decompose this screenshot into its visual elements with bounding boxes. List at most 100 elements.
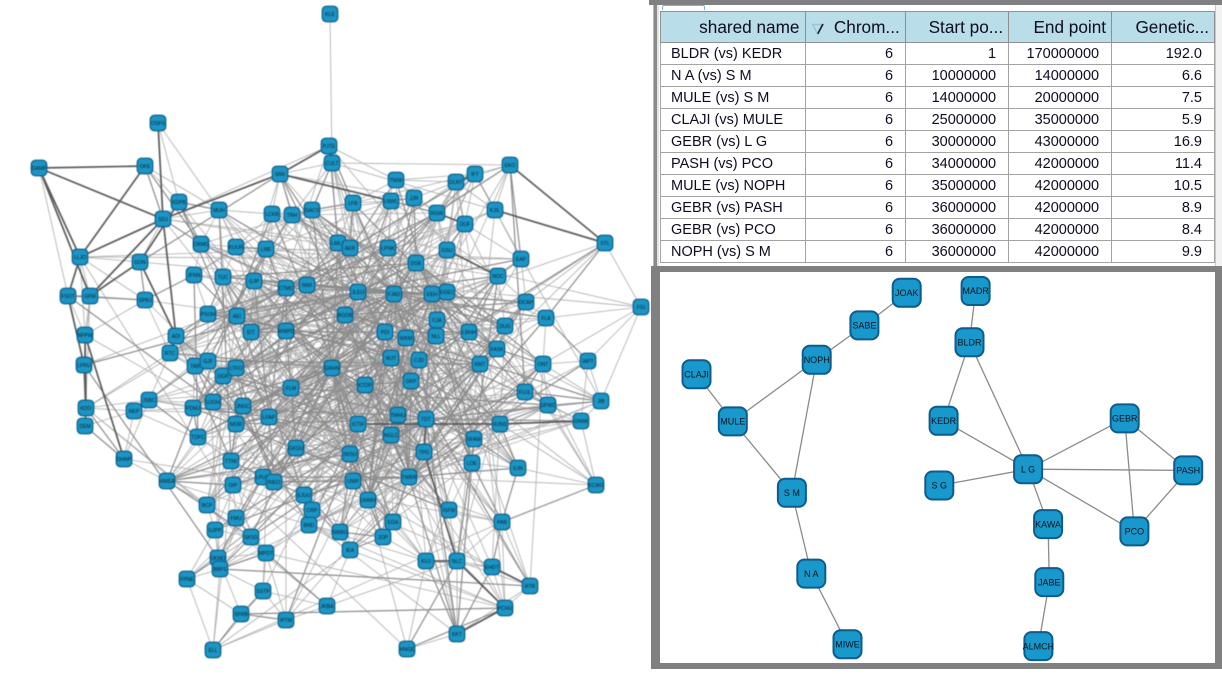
svg-text:RJNS: RJNS <box>493 422 507 428</box>
svg-text:UJOH: UJOH <box>206 400 220 406</box>
svg-text:GKGU: GKGU <box>288 446 303 452</box>
svg-text:KEDR: KEDR <box>931 416 957 426</box>
svg-text:NWBG: NWBG <box>332 530 348 536</box>
svg-text:CRMG: CRMG <box>193 242 209 248</box>
svg-text:SDJ: SDJ <box>158 217 168 223</box>
svg-text:GPWC: GPWC <box>540 403 556 409</box>
svg-text:JOP: JOP <box>378 535 389 541</box>
svg-text:OKMO: OKMO <box>210 556 226 562</box>
svg-text:LTFO: LTFO <box>230 366 243 372</box>
svg-text:JNGC: JNGC <box>236 404 250 410</box>
svg-text:TMHU: TMHU <box>391 413 406 419</box>
svg-text:JABE: JABE <box>1038 577 1061 587</box>
svg-text:GNMI: GNMI <box>574 419 587 425</box>
svg-text:SABE: SABE <box>852 321 876 331</box>
svg-text:NOC: NOC <box>492 274 504 280</box>
svg-text:NWI: NWI <box>302 283 312 289</box>
svg-text:RGW: RGW <box>431 211 444 217</box>
svg-text:DLRT: DLRT <box>449 180 462 186</box>
svg-text:ICTR: ICTR <box>352 422 364 428</box>
svg-text:SKSS: SKSS <box>244 535 258 541</box>
svg-text:LLJO: LLJO <box>74 255 86 261</box>
svg-text:JKBA: JKBA <box>321 604 334 610</box>
svg-text:LPNK: LPNK <box>381 246 395 252</box>
svg-text:LFB: LFB <box>348 201 358 207</box>
svg-text:MIWE: MIWE <box>835 640 860 650</box>
svg-text:IEA: IEA <box>346 548 355 554</box>
svg-text:PASH: PASH <box>1176 466 1200 476</box>
svg-text:REP: REP <box>129 409 140 415</box>
svg-text:MPDT: MPDT <box>259 551 273 557</box>
svg-text:SFAW: SFAW <box>467 437 481 443</box>
svg-text:EGA: EGA <box>388 520 399 526</box>
svg-text:FLA: FLA <box>541 316 551 322</box>
svg-text:TWBR: TWBR <box>402 475 417 481</box>
svg-text:CJA: CJA <box>432 318 442 324</box>
svg-text:ONT: ONT <box>538 362 549 368</box>
svg-text:FPNE: FPNE <box>180 577 194 583</box>
svg-text:KDPB: KDPB <box>172 200 186 206</box>
svg-text:JSBC: JSBC <box>142 398 155 404</box>
svg-text:DUG: DUG <box>499 324 510 330</box>
svg-text:GJF: GJF <box>203 359 213 365</box>
svg-text:DCAP: DCAP <box>519 300 534 306</box>
svg-text:FSOT: FSOT <box>61 294 75 300</box>
svg-text:DHNP: DHNP <box>117 457 132 463</box>
svg-text:LOE: LOE <box>467 461 478 467</box>
svg-text:SFRB: SFRB <box>234 612 248 618</box>
svg-text:FASK: FASK <box>490 347 504 353</box>
svg-text:PSOH: PSOH <box>201 312 216 318</box>
svg-text:OSFS: OSFS <box>151 121 165 127</box>
svg-text:STL: STL <box>600 241 610 247</box>
svg-text:LPUM: LPUM <box>256 475 270 481</box>
svg-text:PCHU: PCHU <box>498 606 513 612</box>
svg-text:PDMJ: PDMJ <box>186 406 200 412</box>
svg-text:GACS: GACS <box>305 208 320 214</box>
svg-text:WJT: WJT <box>386 356 396 362</box>
svg-text:TAR: TAR <box>190 364 200 370</box>
svg-text:IFT: IFT <box>471 172 479 178</box>
svg-text:GSU: GSU <box>441 248 452 254</box>
svg-text:FMU: FMU <box>230 516 241 522</box>
svg-text:EJN: EJN <box>513 466 523 472</box>
svg-text:L G: L G <box>1021 464 1035 474</box>
svg-text:LFRU: LFRU <box>77 363 91 369</box>
svg-text:LBHH: LBHH <box>462 330 476 336</box>
svg-text:LMLA: LMLA <box>331 241 345 247</box>
svg-text:KTDP: KTDP <box>358 383 372 389</box>
svg-text:MULE: MULE <box>720 417 745 427</box>
svg-text:DEM: DEM <box>79 424 90 430</box>
svg-text:BND: BND <box>304 523 315 529</box>
svg-text:BLDR: BLDR <box>957 338 982 348</box>
svg-text:TRH: TRH <box>287 213 298 219</box>
svg-text:ALMCH: ALMCH <box>1023 641 1055 651</box>
svg-text:IAPT: IAPT <box>582 359 593 365</box>
svg-text:TTIW: TTIW <box>225 459 238 465</box>
svg-text:PAB: PAB <box>497 520 507 526</box>
svg-text:PJTE: PJTE <box>323 144 336 150</box>
svg-text:KKT: KKT <box>452 632 462 638</box>
svg-text:GRHN: GRHN <box>325 366 340 372</box>
svg-text:HNGE: HNGE <box>400 647 415 653</box>
svg-text:LME: LME <box>261 247 272 253</box>
svg-text:IWSU: IWSU <box>343 452 357 458</box>
svg-text:AER: AER <box>345 246 356 252</box>
svg-text:NOPH: NOPH <box>804 355 830 365</box>
svg-text:EAP: EAP <box>516 257 527 263</box>
svg-text:RTR: RTR <box>525 584 536 590</box>
svg-text:KDO: KDO <box>80 406 91 412</box>
svg-text:NFPW: NFPW <box>78 333 93 339</box>
svg-text:GJPP: GJPP <box>208 528 222 534</box>
svg-text:LNWL: LNWL <box>384 199 398 205</box>
svg-text:CLAJI: CLAJI <box>684 370 709 380</box>
svg-text:LFAP: LFAP <box>263 415 276 421</box>
svg-text:CULT: CULT <box>326 161 339 167</box>
svg-text:JIB: JIB <box>597 399 605 405</box>
svg-text:ADI: ADI <box>172 334 181 340</box>
svg-text:IPTM: IPTM <box>280 618 292 624</box>
svg-text:EGEC: EGEC <box>440 290 455 296</box>
svg-text:S G: S G <box>932 481 948 491</box>
svg-text:WKM: WKM <box>400 336 412 342</box>
svg-text:FLM: FLM <box>286 386 296 392</box>
svg-text:EKO: EKO <box>505 163 516 169</box>
